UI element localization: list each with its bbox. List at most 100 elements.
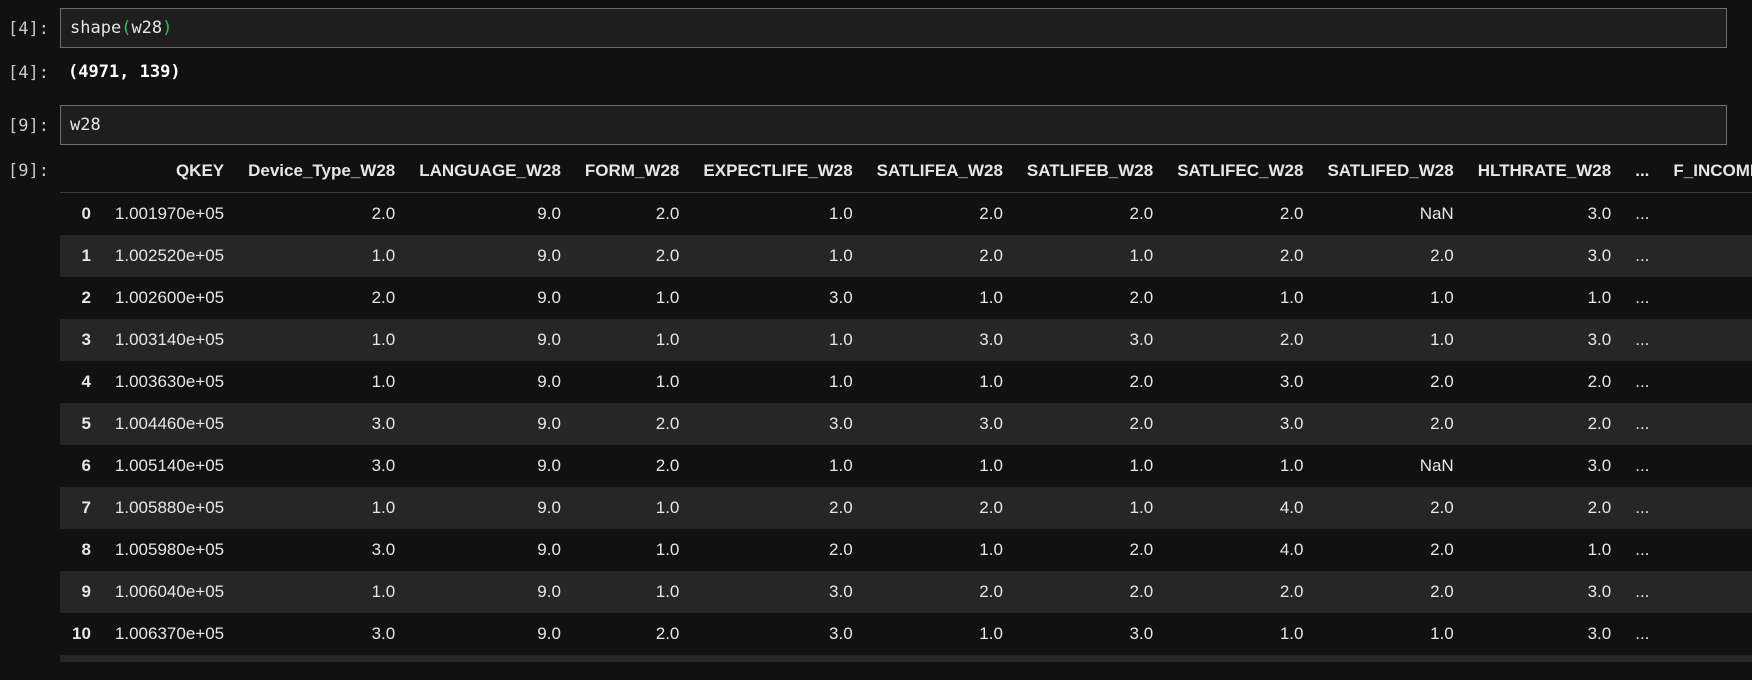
table-cell: 1.0	[979, 624, 1003, 643]
column-header: F_INCOME_R	[1661, 150, 1752, 193]
table-cell: NaN	[1419, 456, 1454, 475]
table-cell	[1661, 403, 1752, 445]
table-cell: 2.0	[1129, 204, 1154, 223]
table-cell: 2.0	[1129, 288, 1154, 307]
table-cell	[1661, 487, 1752, 529]
table-cell	[573, 655, 691, 662]
table-header-row: QKEY Device_Type_W28 LANGUAGE_W28 FORM_W28 E…	[60, 150, 1752, 193]
table-cell: 2.0	[1279, 204, 1304, 223]
table-cell: 3.0	[829, 624, 853, 643]
table-cell: 2.0	[979, 204, 1003, 223]
table-cell: 2.0	[1430, 414, 1454, 433]
table-cell: 1.0	[371, 498, 396, 517]
column-header: FORM_W28	[572, 150, 692, 193]
table-cell: 2.0	[371, 288, 396, 307]
table-row: 3 1.003140e+05 1.0 9.0 1.0 1.0 3.0 3.0 2.0 1.0 3.0…	[60, 319, 1752, 361]
row-index: 10	[72, 624, 91, 643]
table-cell: 2.0	[1587, 372, 1612, 391]
table-cell: 1.0	[1279, 624, 1304, 643]
table-cell: 1.004460e+05	[114, 414, 225, 433]
table-cell: 2.0	[1279, 582, 1304, 601]
output-prompt: [4]:	[8, 63, 49, 83]
table-cell: 1.002600e+05	[114, 288, 225, 307]
table-cell: 2.0	[1430, 540, 1454, 559]
table-cell	[691, 655, 864, 662]
table-cell: ...	[1635, 246, 1650, 265]
table-cell: 1.005140e+05	[114, 456, 225, 475]
code-argument: w28	[131, 18, 163, 38]
table-cell: 1.0	[655, 372, 680, 391]
table-cell: 1.0	[371, 372, 396, 391]
column-header: ...	[1623, 150, 1662, 193]
table-cell: 3.0	[371, 624, 396, 643]
table-cell	[1661, 319, 1752, 361]
table-cell: 3.0	[371, 414, 396, 433]
table-cell: 1.005880e+05	[114, 498, 225, 517]
table-cell: 4.0	[1279, 498, 1304, 517]
table-cell: 1.0	[1430, 624, 1454, 643]
table-cell: 1.002520e+05	[114, 246, 225, 265]
code-paren-open: (	[121, 18, 132, 38]
table-cell: 2.0	[1430, 582, 1454, 601]
table-cell	[1661, 193, 1752, 236]
table-cell	[1165, 655, 1315, 662]
table-cell: 1.001970e+05	[114, 204, 225, 223]
table-row: 8 1.005980e+05 3.0 9.0 1.0 2.0 1.0 2.0 4.0 2.0 1.0…	[60, 529, 1752, 571]
table-cell: 1.0	[371, 246, 396, 265]
table-cell: 1.0	[1129, 246, 1154, 265]
table-cell: 1.0	[829, 330, 853, 349]
row-index: 7	[81, 498, 91, 517]
table-cell: 3.0	[1279, 372, 1304, 391]
dataframe-output[interactable]: QKEY Device_Type_W28 LANGUAGE_W28 FORM_W28 E…	[60, 150, 1752, 662]
table-cell: ...	[1635, 582, 1650, 601]
table-cell: 1.0	[1587, 288, 1612, 307]
table-cell: 1.0	[1587, 540, 1612, 559]
row-index: 3	[81, 330, 91, 349]
table-cell	[1466, 655, 1624, 662]
table-cell: 9.0	[537, 330, 561, 349]
table-cell: NaN	[1419, 204, 1454, 223]
table-body: 0 1.001970e+05 2.0 9.0 2.0 1.0 2.0 2.0 2.0 NaN 3.0…	[60, 192, 1752, 662]
table-cell: 2.0	[1279, 330, 1304, 349]
table-cell: 2.0	[655, 456, 680, 475]
table-cell: 9.0	[537, 414, 561, 433]
table-row: 6 1.005140e+05 3.0 9.0 2.0 1.0 1.0 1.0 1.0 NaN 3.0…	[60, 445, 1752, 487]
table-cell: 3.0	[829, 414, 853, 433]
table-cell: 1.003630e+05	[114, 372, 225, 391]
table-cell: 3.0	[1587, 624, 1612, 643]
table-cell: 3.0	[829, 288, 853, 307]
table-cell: 1.0	[655, 540, 680, 559]
table-cell: 1.0	[829, 372, 853, 391]
table-cell: 1.0	[979, 288, 1003, 307]
table-cell: ...	[1635, 372, 1650, 391]
table-cell: 3.0	[979, 330, 1003, 349]
table-cell: 1.0	[1430, 330, 1454, 349]
table-cell: 2.0	[655, 204, 680, 223]
code-input-cell[interactable]: shape(w28)	[60, 8, 1727, 48]
column-header: LANGUAGE_W28	[407, 150, 573, 193]
table-cell: ...	[1635, 414, 1650, 433]
table-cell	[103, 655, 236, 662]
code-input-cell[interactable]: w28	[60, 105, 1727, 145]
table-cell	[1661, 361, 1752, 403]
table-cell: 3.0	[1129, 330, 1154, 349]
table-cell: 1.0	[1279, 288, 1304, 307]
table-cell: 3.0	[371, 456, 396, 475]
row-index: 2	[81, 288, 91, 307]
table-cell: 1.003140e+05	[114, 330, 225, 349]
table-cell: 1.0	[979, 540, 1003, 559]
row-index: 9	[81, 582, 91, 601]
table-cell	[1623, 655, 1661, 662]
table-cell: 2.0	[1129, 540, 1154, 559]
table-cell	[1315, 655, 1465, 662]
table-cell	[407, 655, 573, 662]
table-cell: 1.0	[1129, 456, 1154, 475]
table-row: 5 1.004460e+05 3.0 9.0 2.0 3.0 3.0 2.0 3.0 2.0 2.0…	[60, 403, 1752, 445]
table-cell: 3.0	[979, 414, 1003, 433]
table-cell: 2.0	[1129, 582, 1154, 601]
table-cell: 1.0	[829, 204, 853, 223]
table-cell	[1661, 613, 1752, 655]
table-row: 9 1.006040e+05 1.0 9.0 1.0 3.0 2.0 2.0 2.0 2.0 3.0…	[60, 571, 1752, 613]
table-cell: ...	[1635, 330, 1650, 349]
table-cell: 2.0	[979, 246, 1003, 265]
